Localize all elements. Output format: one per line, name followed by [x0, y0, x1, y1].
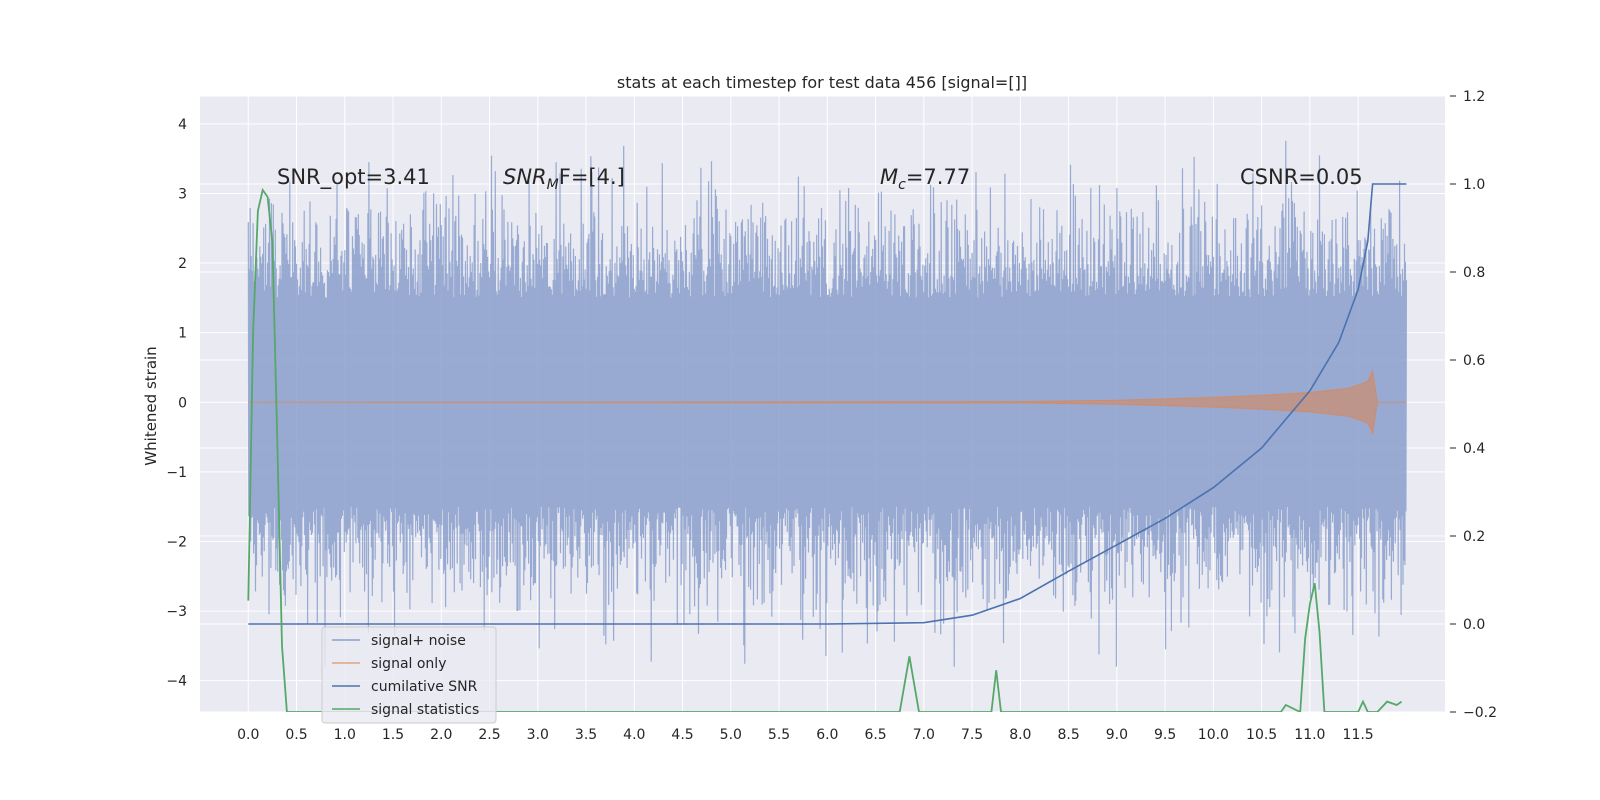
annotation-mc-rest: =7.77 — [906, 165, 970, 189]
x-axis-ticks: 0.0 0.5 1.0 1.5 2.0 2.5 3.0 3.5 4.0 4.5 5.0 5.5 6.0 6… — [237, 727, 1374, 743]
legend-label-signal-only: signal only — [371, 656, 446, 672]
y-right-tick-label: 1.2 — [1463, 89, 1485, 105]
y-tick-label: 1 — [178, 326, 187, 342]
signal-only-line — [248, 369, 1407, 436]
x-tick-label: 11.5 — [1343, 727, 1374, 743]
x-tick-label: 7.0 — [913, 727, 935, 743]
chart-title: stats at each timestep for test data 456… — [617, 73, 1027, 92]
x-tick-label: 11.0 — [1294, 727, 1325, 743]
x-tick-label: 9.0 — [1106, 727, 1128, 743]
annotation-snr-mf: SNRMF=[4.] — [503, 165, 625, 193]
y-right-axis-ticks: −0.2 0.0 0.2 0.4 0.6 0.8 1.0 1.2 — [1450, 89, 1497, 721]
x-tick-label: 7.5 — [961, 727, 983, 743]
x-tick-label: 4.5 — [671, 727, 693, 743]
annotation-mc-main: M — [880, 165, 898, 189]
x-tick-label: 2.5 — [478, 727, 500, 743]
x-tick-label: 6.0 — [816, 727, 838, 743]
x-tick-label: 5.5 — [768, 727, 790, 743]
x-tick-label: 0.5 — [285, 727, 307, 743]
x-tick-label: 10.0 — [1198, 727, 1229, 743]
series-signal-only — [248, 369, 1407, 436]
annotation-snr-mf-sub: M — [547, 177, 559, 193]
cumilative-snr-line — [248, 183, 1407, 625]
signal-noise-line — [247, 140, 1407, 667]
x-tick-label: 2.0 — [430, 727, 452, 743]
y-tick-label: 3 — [178, 186, 187, 202]
legend-label-signal-statistics: signal statistics — [371, 702, 479, 718]
x-tick-label: 10.5 — [1246, 727, 1277, 743]
y-right-tick-label: 0.8 — [1463, 265, 1485, 281]
x-tick-label: 4.0 — [623, 727, 645, 743]
series-cumilative-snr — [248, 183, 1407, 625]
series-signal-noise — [247, 140, 1407, 667]
y-right-tick-label: −0.2 — [1463, 705, 1497, 721]
x-tick-label: 1.5 — [382, 727, 404, 743]
y-tick-label: 4 — [178, 117, 187, 133]
y-right-tick-label: 0.4 — [1463, 441, 1485, 457]
x-tick-label: 5.0 — [720, 727, 742, 743]
y-axis-label: Whitened strain — [142, 346, 160, 465]
annotation-snr-mf-rest: F=[4.] — [559, 165, 625, 189]
x-tick-label: 3.5 — [575, 727, 597, 743]
x-tick-label: 6.5 — [864, 727, 886, 743]
legend: signal+ noise signal only cumilative SNR… — [321, 626, 497, 724]
legend-box — [321, 626, 497, 724]
x-tick-label: 9.5 — [1154, 727, 1176, 743]
series-signal-statistics — [247, 187, 1403, 712]
annotation-csnr: CSNR=0.05 — [1240, 165, 1363, 189]
y-tick-label: 2 — [178, 256, 187, 272]
y-tick-label: −3 — [166, 604, 187, 620]
y-tick-label: −2 — [166, 534, 187, 550]
annotation-snr-mf-main: SNR — [503, 165, 547, 189]
y-right-tick-label: 0.0 — [1463, 617, 1485, 633]
annotation-snr-opt: SNR_opt=3.41 — [277, 165, 430, 190]
x-tick-label: 1.0 — [334, 727, 356, 743]
legend-label-signal-noise: signal+ noise — [371, 633, 466, 649]
y-tick-label: 0 — [178, 395, 187, 411]
legend-label-cumilative-snr: cumilative SNR — [371, 679, 478, 695]
annotation-mc: Mc=7.77 — [880, 165, 970, 193]
y-right-tick-label: 1.0 — [1463, 177, 1485, 193]
x-tick-label: 3.0 — [527, 727, 549, 743]
y-right-tick-label: 0.6 — [1463, 353, 1485, 369]
y-tick-label: −1 — [166, 465, 187, 481]
y-axis-ticks: −4 −3 −2 −1 0 1 2 3 4 — [166, 117, 187, 690]
annotation-mc-sub: c — [898, 177, 906, 193]
x-tick-label: 0.0 — [237, 727, 259, 743]
y-right-tick-label: 0.2 — [1463, 529, 1485, 545]
y-tick-label: −4 — [166, 674, 187, 690]
x-tick-label: 8.0 — [1009, 727, 1031, 743]
signal-statistics-line — [247, 187, 1403, 712]
x-tick-label: 8.5 — [1057, 727, 1079, 743]
